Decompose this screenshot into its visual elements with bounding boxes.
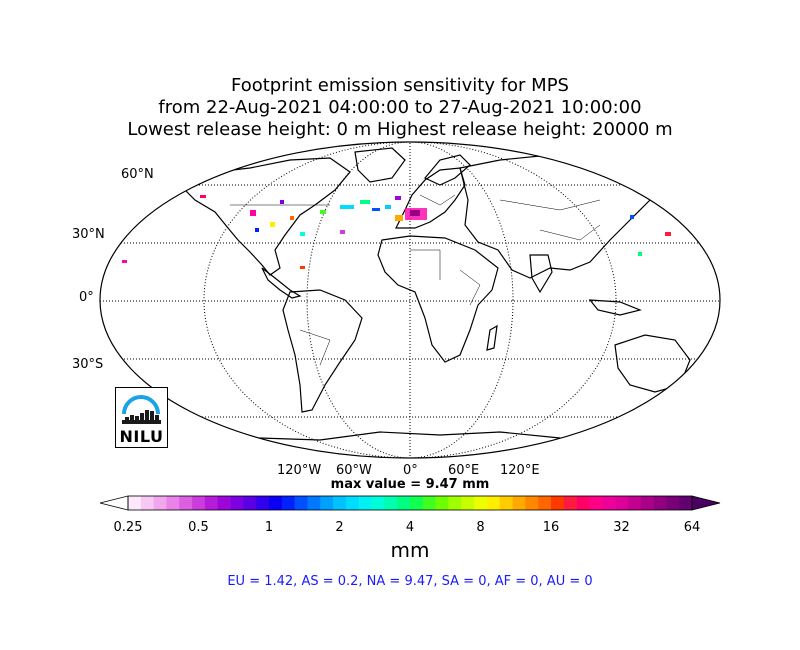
colorbar-tick-label: 2 xyxy=(335,520,344,535)
region-totals: EU = 1.42, AS = 0.2, NA = 9.47, SA = 0, … xyxy=(227,574,593,589)
colorbar-cell xyxy=(192,496,206,510)
colorbar-tick-label: 64 xyxy=(683,520,701,535)
colorbar-cell xyxy=(217,496,231,510)
colorbar-cell xyxy=(281,496,295,510)
nilu-logo-icon xyxy=(122,395,161,424)
colorbar-cell xyxy=(204,496,219,510)
lon-label-120w: 120°W xyxy=(277,463,322,478)
colorbar-cell xyxy=(563,496,577,510)
colorbar-cell xyxy=(153,496,167,510)
colorbar-cell xyxy=(230,496,244,510)
lat-label-60n: 60°N xyxy=(121,167,154,182)
sensitivity-field xyxy=(122,195,671,269)
colorbar-cell xyxy=(435,496,449,510)
max-value-label: max value = 9.47 mm xyxy=(330,477,490,492)
colorbar-cell xyxy=(589,496,603,510)
colorbar-cell xyxy=(179,496,193,510)
colorbar-cell xyxy=(384,496,398,510)
colorbar-cell xyxy=(666,496,680,510)
colorbar-frame xyxy=(127,495,693,511)
colorbar-cell xyxy=(653,496,667,510)
colorbar-cell xyxy=(140,496,154,510)
colorbar-cell xyxy=(640,496,654,510)
colorbar-cell xyxy=(320,496,334,510)
lat-label-0: 0° xyxy=(79,290,94,305)
colorbar-cell xyxy=(576,496,590,510)
colorbar-tick-label: 0.5 xyxy=(188,520,209,535)
coastlines xyxy=(178,147,703,458)
colorbar-tick-label: 4 xyxy=(405,520,415,535)
lon-label-60e: 60°E xyxy=(448,463,480,478)
colorbar-tick-label: 0.25 xyxy=(113,520,143,535)
lon-label-0: 0° xyxy=(403,463,418,478)
lon-label-120e: 120°E xyxy=(500,463,540,478)
colorbar-cell xyxy=(269,496,283,510)
map-boundary xyxy=(99,141,721,459)
colorbar-tick-label: 32 xyxy=(613,520,630,535)
colorbar-cell xyxy=(358,496,372,510)
colorbar-cell xyxy=(602,496,616,510)
colorbar-cell xyxy=(461,496,475,510)
colorbar-cell xyxy=(448,496,462,510)
colorbar-cell xyxy=(627,496,642,510)
colorbar-cell xyxy=(333,496,347,510)
lon-label-60w: 60°W xyxy=(336,463,372,478)
colorbar-cell xyxy=(679,496,693,510)
colorbar-max-arrow xyxy=(691,495,721,511)
colorbar-cell xyxy=(166,496,180,510)
nilu-logo-text: NILU xyxy=(119,427,164,446)
longitude-gridlines xyxy=(203,142,617,458)
colorbar-cell xyxy=(345,496,360,510)
title-line-2: from 22-Aug-2021 04:00:00 to 27-Aug-2021… xyxy=(158,97,642,118)
colorbar-tick-label: 16 xyxy=(542,520,560,535)
colorbar-tick-label: 8 xyxy=(476,520,485,535)
colorbar-cell xyxy=(486,496,501,510)
colorbar-cell xyxy=(243,496,257,510)
country-borders xyxy=(230,194,601,366)
colorbar-cell xyxy=(294,496,308,510)
colorbar-cell xyxy=(499,496,513,510)
colorbar-cell xyxy=(371,496,385,510)
lat-label-30n: 30°N xyxy=(72,227,105,242)
colorbar-cell xyxy=(397,496,411,510)
nilu-logo: NILU xyxy=(115,387,168,448)
colorbar-cell xyxy=(307,496,321,510)
colorbar-cell xyxy=(410,496,424,510)
colorbar-cell xyxy=(474,496,488,510)
title-line-1: Footprint emission sensitivity for MPS xyxy=(231,75,569,96)
colorbar-tick-label: 1 xyxy=(264,520,274,535)
colorbar-cell xyxy=(525,496,539,510)
colorbar-cell xyxy=(538,496,552,510)
lat-label-30s: 30°S xyxy=(72,357,104,372)
title-line-3: Lowest release height: 0 m Highest relea… xyxy=(127,119,673,140)
colorbar-min-arrow xyxy=(99,495,129,511)
colorbar-cell xyxy=(128,496,142,510)
colorbar-cell xyxy=(615,496,629,510)
colorbar-unit: mm xyxy=(390,538,430,562)
colorbar-cell xyxy=(551,496,565,510)
colorbar-cell xyxy=(422,496,436,510)
colorbar-cell xyxy=(512,496,526,510)
colorbar-cell xyxy=(256,496,270,510)
